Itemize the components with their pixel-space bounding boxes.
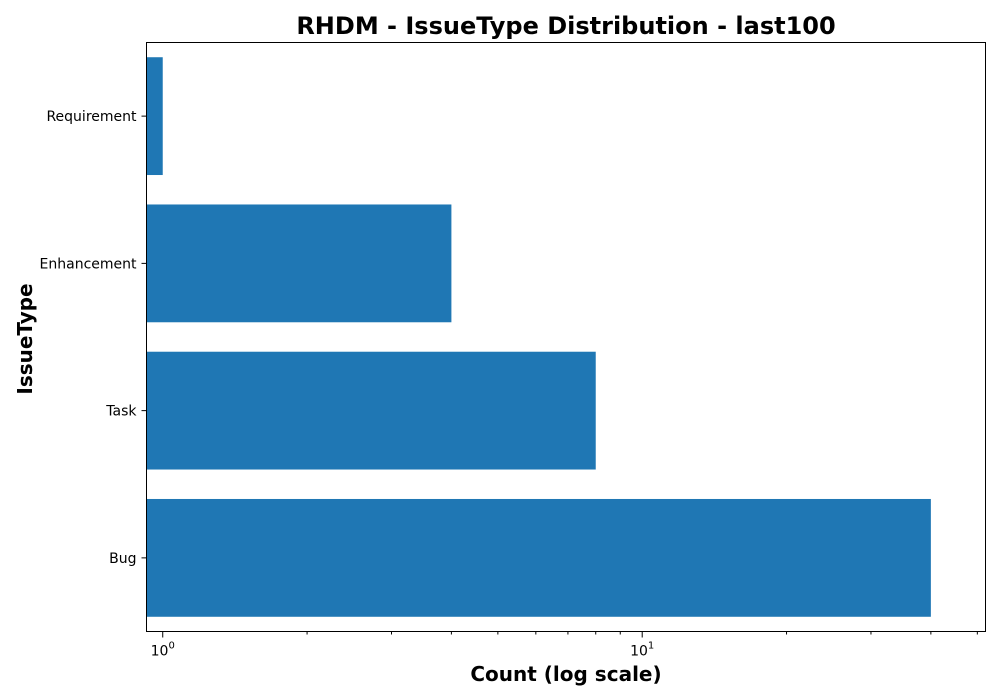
bar-task [146, 351, 596, 470]
x-tick-label: 100 [151, 641, 175, 660]
bar-requirement [146, 57, 163, 176]
x-axis-label: Count (log scale) [470, 662, 661, 686]
chart-title: RHDM - IssueType Distribution - last100 [296, 12, 835, 40]
x-axis-ticks: 100 101 [151, 631, 978, 660]
bar-bug [146, 498, 931, 617]
x-tick-label: 101 [630, 641, 654, 660]
y-tick-label: Requirement [46, 109, 137, 125]
plot-frame [146, 42, 986, 632]
y-axis-label: IssueType [13, 283, 37, 394]
y-tick-label: Task [105, 404, 137, 420]
y-axis-ticks: Requirement Enhancement Task Bug [40, 109, 147, 567]
bars-group [146, 57, 931, 617]
y-tick-label: Bug [109, 551, 136, 567]
y-tick-label: Enhancement [40, 256, 137, 272]
bar-enhancement [146, 204, 452, 323]
